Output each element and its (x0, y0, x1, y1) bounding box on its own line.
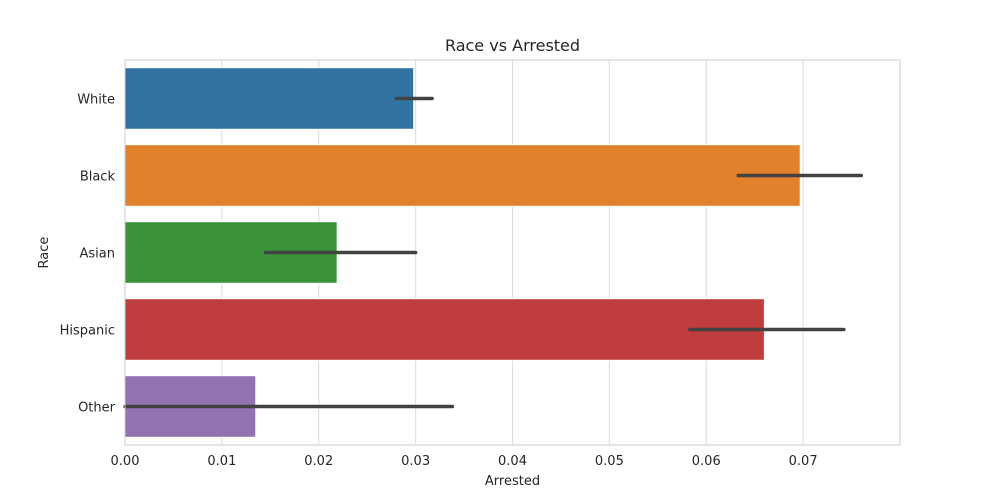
plot-frame (124, 59, 901, 446)
y-tick-label: Black (80, 170, 116, 185)
bar-black (124, 144, 801, 207)
bar-hispanic (124, 298, 765, 361)
chart-title: Race vs Arrested (445, 36, 580, 55)
x-tick-label: 0.07 (789, 454, 818, 469)
y-axis-label: Race (37, 237, 52, 269)
x-tick-label: 0.02 (304, 454, 333, 469)
x-tick-label: 0.06 (692, 454, 721, 469)
y-tick-label: White (77, 93, 115, 108)
error-bars (123, 96, 863, 409)
x-axis-label: Arrested (485, 474, 540, 489)
x-tick-label: 0.00 (111, 454, 140, 469)
x-tick-label: 0.05 (595, 454, 624, 469)
bar-white (124, 67, 415, 130)
y-tick-label: Other (78, 401, 116, 416)
x-tick-label: 0.03 (401, 454, 430, 469)
x-tick-label: 0.01 (207, 454, 236, 469)
x-tick-labels: 0.00 0.01 0.02 0.03 0.04 0.05 0.06 0.07 (111, 454, 818, 469)
bars (124, 67, 801, 438)
y-tick-label: Asian (80, 247, 115, 262)
y-tick-label: Hispanic (60, 324, 115, 339)
x-tick-label: 0.04 (498, 454, 527, 469)
y-tick-labels: White Black Asian Hispanic Other (60, 93, 116, 416)
